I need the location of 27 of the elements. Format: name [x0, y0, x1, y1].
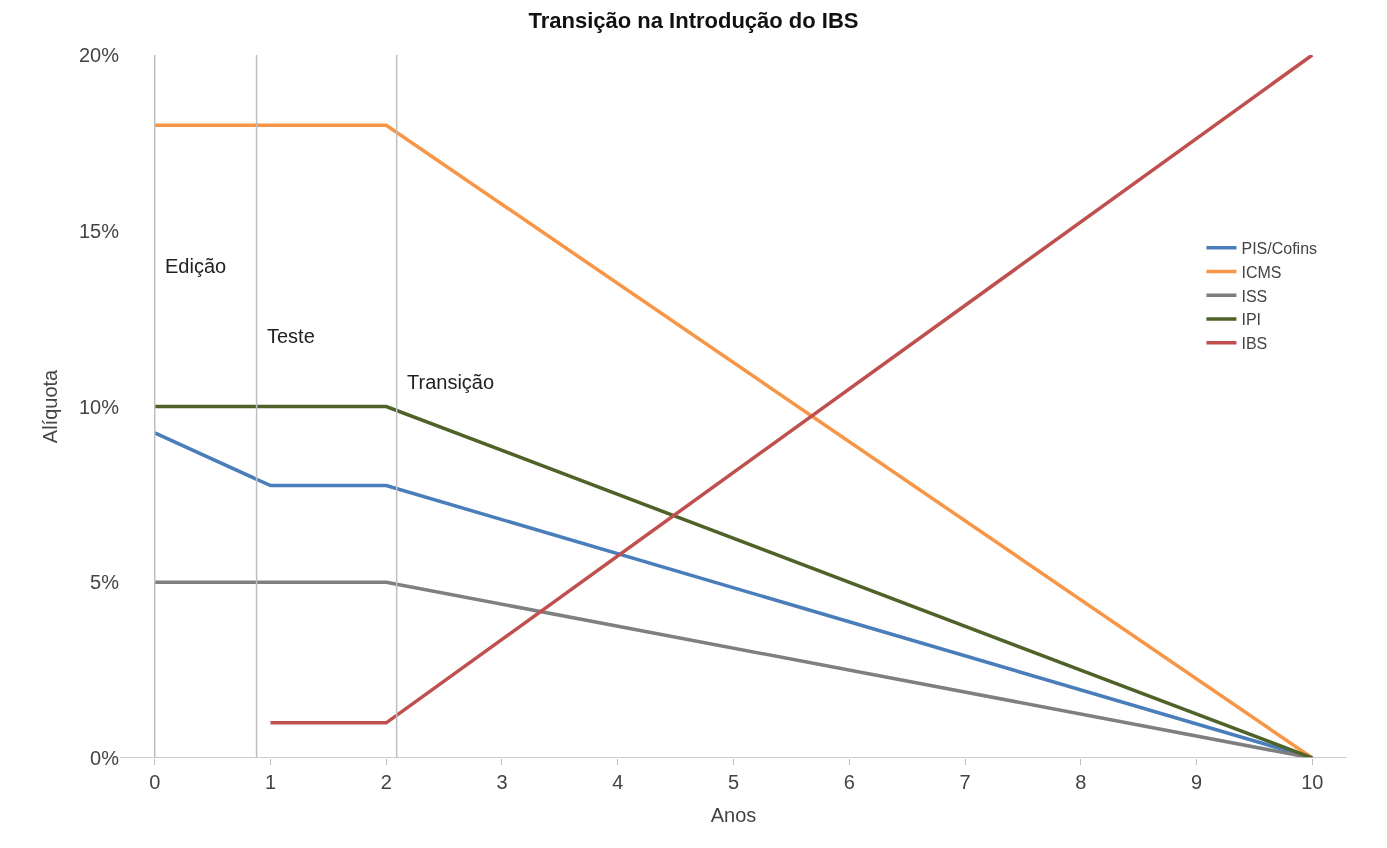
y-tick-label: 5% [90, 571, 120, 594]
ref-line-label: Edição [165, 255, 227, 277]
y-tick-label: 20% [78, 44, 120, 66]
x-tick-label: 1 [264, 771, 277, 793]
legend-label: IPI [1241, 311, 1262, 329]
x-tick-label: 9 [1190, 771, 1203, 793]
x-tick-label: 2 [380, 771, 392, 793]
x-tick-label: 3 [496, 771, 508, 793]
chart-title: Transição na Introdução do IBS [528, 8, 859, 34]
x-tick-label: 6 [843, 771, 855, 793]
y-tick-label: 10% [78, 395, 120, 418]
y-tick-label: 15% [78, 219, 120, 242]
legend-label: IBS [1241, 335, 1268, 353]
ref-line-label: Transição [407, 371, 495, 393]
x-tick-label: 7 [959, 771, 971, 793]
x-tick-label: 0 [149, 771, 161, 793]
y-tick-label: 0% [90, 747, 120, 769]
x-tick-label: 10 [1301, 771, 1324, 793]
ref-line-label: Teste [267, 325, 315, 347]
x-tick-label: 4 [612, 771, 624, 793]
x-axis-title: Anos [710, 803, 757, 826]
legend-label: ISS [1241, 287, 1268, 305]
legend-label: ICMS [1241, 263, 1282, 281]
x-tick-label: 8 [1075, 771, 1087, 793]
legend-label: PIS/Cofins [1241, 239, 1318, 257]
y-axis-title: Alíquota [39, 368, 62, 444]
x-tick-label: 5 [727, 771, 740, 793]
